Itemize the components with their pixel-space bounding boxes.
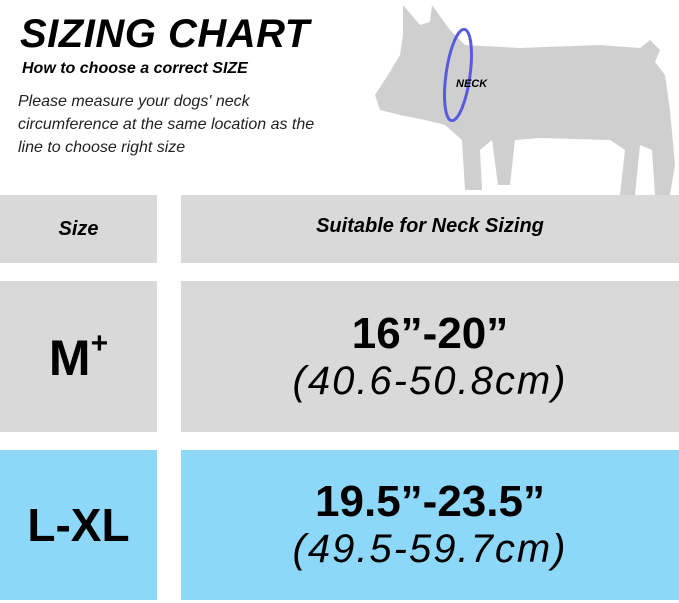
measure-instructions: Please measure your dogs' neck circumfer… [18, 93, 315, 156]
neck-range-inches: 19.5”-23.5” [315, 477, 545, 526]
size-cell-l-xl: L-XL [0, 450, 157, 600]
size-label: L-XL [27, 499, 130, 551]
size-cell-m-plus: M+ [0, 281, 157, 432]
chart-title: SIZING CHART [20, 12, 310, 56]
size-column-header: Size [0, 195, 157, 263]
size-label: M [48, 329, 91, 386]
neck-range-cell-m-plus: 16”-20” (40.6-50.8cm) [181, 281, 679, 432]
chart-subtitle: How to choose a correct SIZE [22, 60, 248, 77]
neck-range-inches: 16”-20” [351, 308, 509, 358]
neck-column-header: Suitable for Neck Sizing [181, 195, 679, 263]
size-superscript: + [90, 326, 109, 360]
neck-range-cm: (40.6-50.8cm) [292, 358, 568, 403]
neck-range-cell-l-xl: 19.5”-23.5” (49.5-59.7cm) [181, 450, 679, 600]
neck-label: NECK [456, 78, 488, 90]
dog-silhouette-icon: NECK [375, 5, 675, 195]
neck-range-cm: (49.5-59.7cm) [292, 527, 568, 571]
